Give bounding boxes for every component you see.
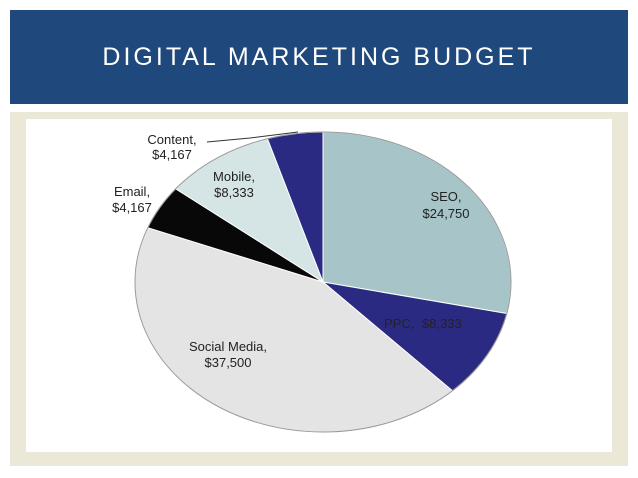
slice-value-ppc: $8,333 <box>422 316 462 331</box>
pie-outline <box>134 131 512 433</box>
slice-value-email: $4,167 <box>112 200 152 215</box>
slice-label-ppc: PPC, <box>384 316 414 331</box>
slice-value-mobile: $8,333 <box>214 185 254 200</box>
slice-label-content: Content, <box>147 132 196 147</box>
slice-label-seo: SEO, <box>430 189 461 204</box>
title-bar: DIGITAL MARKETING BUDGET <box>10 10 628 104</box>
slice-label-email: Email, <box>114 184 150 199</box>
pie-slice-seo <box>322 131 512 315</box>
slice-label-mobile: Mobile, <box>213 169 255 184</box>
content-leader-line <box>206 131 299 143</box>
slide-title: DIGITAL MARKETING BUDGET <box>102 42 536 71</box>
slice-value-content: $4,167 <box>152 147 192 162</box>
slice-label-social-media: Social Media, <box>189 339 267 354</box>
slice-value-seo: $24,750 <box>423 206 470 221</box>
slice-value-social-media: $37,500 <box>205 355 252 370</box>
